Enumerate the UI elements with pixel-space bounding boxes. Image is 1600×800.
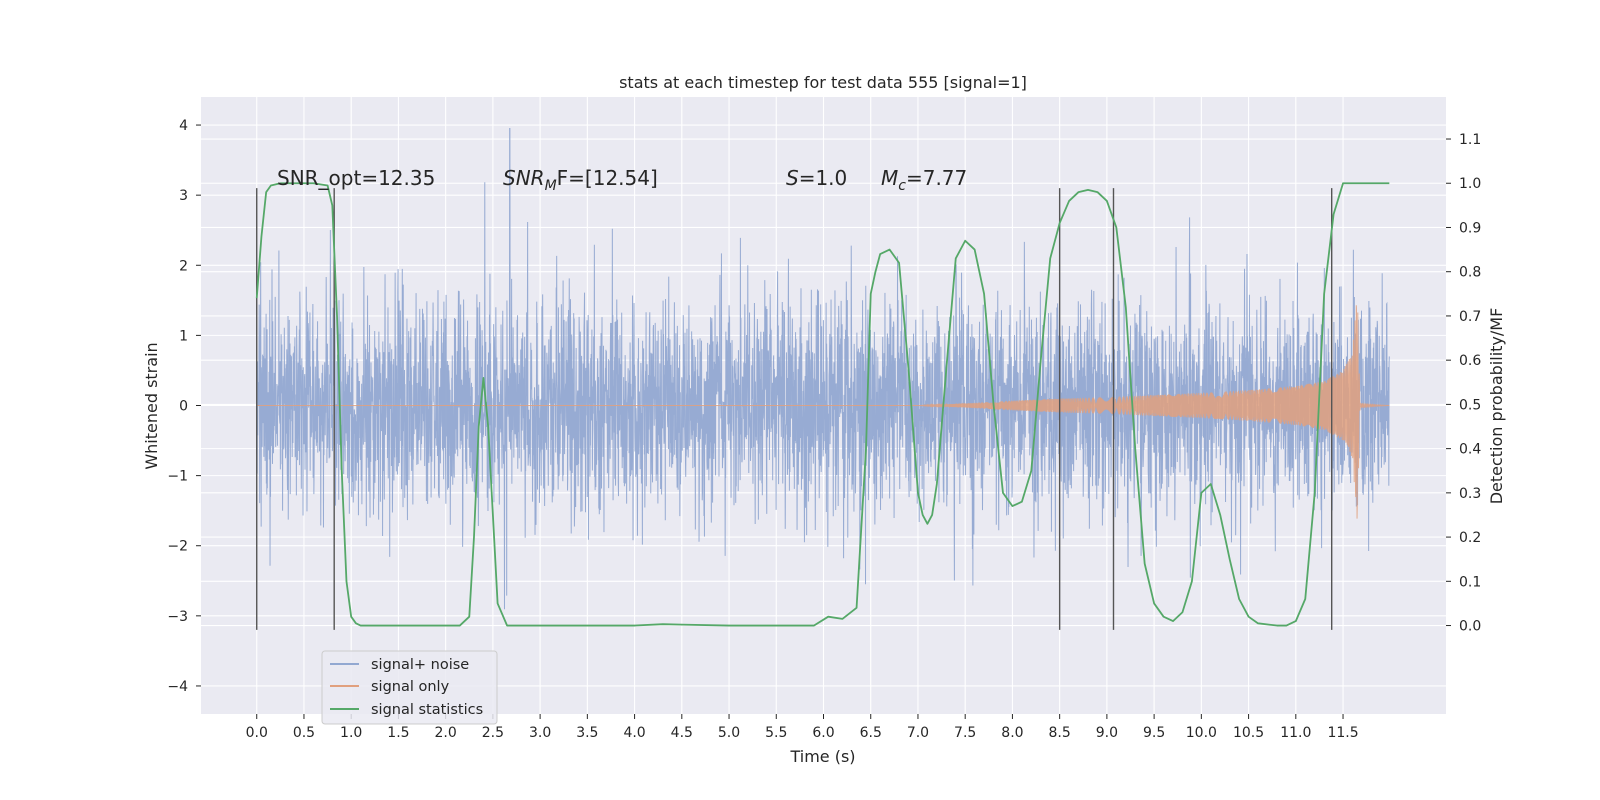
legend-label-signal-plus-noise: signal+ noise bbox=[371, 657, 469, 673]
y-tick-label-right: 0.5 bbox=[1459, 397, 1481, 413]
chirp-trace bbox=[256, 305, 1390, 519]
y-tick-label-left: 1 bbox=[179, 328, 188, 344]
y-tick-label-left: 3 bbox=[179, 188, 188, 204]
annotation-snr-mf-suffix: F=[12.54] bbox=[557, 166, 658, 190]
y-tick-label-left: 0 bbox=[179, 399, 188, 415]
y-tick-label-right: 1.0 bbox=[1459, 176, 1481, 192]
y-axis-label-left: Whitened strain bbox=[142, 342, 161, 469]
series-signal-statistics bbox=[255, 182, 1390, 627]
y-tick-label-left: 4 bbox=[179, 118, 188, 134]
x-tick-label: 7.5 bbox=[954, 725, 976, 741]
annotation-s-value: =1.0 bbox=[799, 166, 848, 190]
x-tick-label: 1.0 bbox=[340, 725, 362, 741]
x-tick-label: 7.0 bbox=[907, 725, 929, 741]
x-tick-label: 0.5 bbox=[293, 725, 315, 741]
x-tick-label: 8.0 bbox=[1001, 725, 1023, 741]
x-tick-label: 10.5 bbox=[1233, 725, 1264, 741]
legend-label-signal-only: signal only bbox=[371, 679, 450, 695]
x-tick-label: 10.0 bbox=[1186, 725, 1217, 741]
y-tick-label-right: 0.1 bbox=[1459, 574, 1481, 590]
x-tick-label: 11.0 bbox=[1280, 725, 1311, 741]
x-axis-label: Time (s) bbox=[789, 747, 855, 766]
annotation-snr-mf: SNRMF=[12.54] bbox=[503, 166, 658, 194]
y-tick-label-left: −1 bbox=[167, 469, 188, 485]
y-ticks-right: 1.1 1.0 0.9 0.8 0.7 0.6 0.5 0.4 0.3 0.2 0.1 0.0 bbox=[1446, 132, 1481, 635]
y-tick-label-left: 2 bbox=[179, 258, 188, 274]
y-tick-label-right: 0.9 bbox=[1459, 220, 1481, 236]
x-tick-label: 2.0 bbox=[435, 725, 457, 741]
y-tick-label-right: 0.2 bbox=[1459, 530, 1481, 546]
annotation-snr-mf-sub: M bbox=[545, 178, 557, 194]
vertical-markers bbox=[256, 188, 1333, 630]
chart-title: stats at each timestep for test data 555… bbox=[619, 73, 1027, 92]
annotation-snr-opt: SNR_opt=12.35 bbox=[277, 166, 435, 190]
series-signal-plus-noise bbox=[256, 128, 1390, 610]
annotation-mc-value: =7.77 bbox=[906, 166, 967, 190]
x-tick-label: 6.0 bbox=[812, 725, 834, 741]
y-tick-label-left: −4 bbox=[167, 679, 188, 695]
annotation-mc-var: M bbox=[881, 166, 898, 190]
x-tick-label: 1.5 bbox=[387, 725, 409, 741]
y-axis-label-right: Detection probability/MF bbox=[1487, 308, 1506, 505]
annotations: SNR_opt=12.35 SNRMF=[12.54] S=1.0 Mc=7.7… bbox=[277, 166, 967, 194]
statistics-line bbox=[255, 182, 1390, 627]
annotation-snr-mf-prefix: SNR bbox=[503, 166, 545, 190]
x-tick-label: 9.5 bbox=[1143, 725, 1165, 741]
y-tick-label-right: 1.1 bbox=[1459, 132, 1481, 148]
y-tick-label-right: 0.8 bbox=[1459, 265, 1481, 281]
x-tick-label: 3.0 bbox=[529, 725, 551, 741]
y-tick-label-right: 0.3 bbox=[1459, 486, 1481, 502]
x-tick-label: 0.0 bbox=[246, 725, 268, 741]
x-tick-label: 3.5 bbox=[576, 725, 598, 741]
x-tick-label: 5.0 bbox=[718, 725, 740, 741]
x-tick-label: 11.5 bbox=[1327, 725, 1358, 741]
annotation-mc-sub: c bbox=[898, 178, 906, 194]
annotation-mc: Mc=7.77 bbox=[881, 166, 967, 194]
legend-label-signal-statistics: signal statistics bbox=[371, 702, 483, 718]
series-signal-only bbox=[256, 305, 1390, 519]
x-ticks: 0.0 0.5 1.0 1.5 2.0 2.5 3.0 3.5 4.0 4.5 5.0 5.5 6.0 6… bbox=[246, 714, 1359, 741]
legend: signal+ noise signal only signal statist… bbox=[321, 650, 498, 725]
x-tick-label: 4.0 bbox=[623, 725, 645, 741]
y-tick-label-left: −2 bbox=[167, 539, 188, 555]
x-tick-label: 4.5 bbox=[671, 725, 693, 741]
y-tick-label-left: −3 bbox=[167, 609, 188, 625]
annotation-s: S=1.0 bbox=[786, 166, 847, 190]
y-tick-label-right: 0.6 bbox=[1459, 353, 1481, 369]
x-tick-label: 8.5 bbox=[1049, 725, 1071, 741]
y-tick-label-right: 0.4 bbox=[1459, 442, 1481, 458]
y-ticks-left: 4 3 2 1 0 −1 −2 −3 −4 bbox=[167, 118, 201, 695]
x-tick-label: 9.0 bbox=[1096, 725, 1118, 741]
x-tick-label: 6.5 bbox=[860, 725, 882, 741]
legend-box bbox=[321, 650, 498, 725]
noise-trace bbox=[256, 128, 1390, 610]
annotation-s-var: S bbox=[786, 166, 799, 190]
y-tick-label-right: 0.7 bbox=[1459, 309, 1481, 325]
x-tick-label: 5.5 bbox=[765, 725, 787, 741]
y-tick-label-right: 0.0 bbox=[1459, 619, 1481, 635]
x-tick-label: 2.5 bbox=[482, 725, 504, 741]
